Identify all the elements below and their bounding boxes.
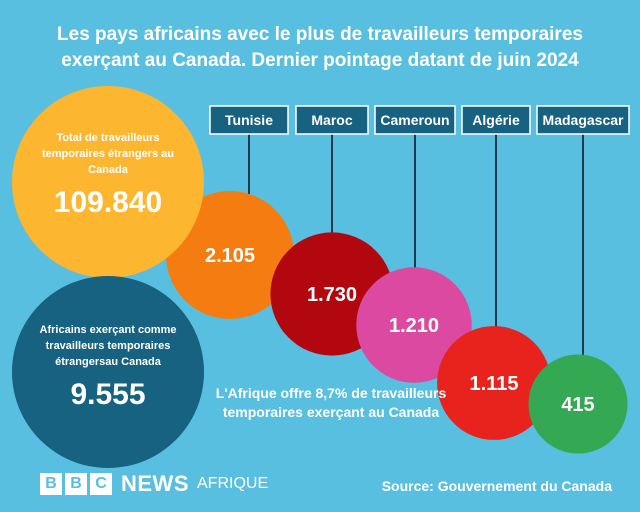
bbc-logo-letter: B: [40, 473, 62, 495]
bbc-logo-letter: B: [65, 473, 87, 495]
bubble-value-label: 1.115: [470, 373, 519, 395]
bbc-news-afrique-logo: B B C NEWS AFRIQUE: [40, 471, 269, 496]
news-logo-text: NEWS: [121, 471, 189, 496]
bubble-value-label: 1.210: [389, 315, 439, 337]
total-workers-circle: Total de travailleurs temporaires étrang…: [12, 86, 204, 278]
country-label: Algérie: [472, 112, 520, 128]
country-label-box: [536, 105, 630, 135]
country-bubble: [528, 354, 628, 454]
africa-workers-label: Africains exerçant comme travailleurs te…: [39, 324, 177, 368]
source-credit: Source: Gouvernement du Canada: [381, 478, 612, 494]
bubble-value-label: 415: [561, 394, 594, 416]
chart-title: Les pays africains avec le plus de trava…: [20, 22, 620, 74]
country-label: Madagascar: [543, 112, 624, 128]
country-label: Cameroun: [380, 112, 449, 128]
total-workers-label: Total de travailleurs temporaires étrang…: [41, 132, 175, 176]
bbc-logo-letter: C: [90, 473, 112, 495]
country-bubble: [166, 191, 294, 319]
africa-share-note: L'Afrique offre 8,7% de travailleurs tem…: [215, 385, 447, 420]
country-label: Maroc: [311, 112, 352, 128]
country-label: Tunisie: [225, 112, 273, 128]
total-workers-value: 109.840: [53, 186, 163, 219]
afrique-logo-text: AFRIQUE: [197, 475, 269, 492]
country-label-box: [209, 105, 289, 135]
chart-title-line-1: Les pays africains avec le plus de trava…: [57, 24, 583, 45]
africa-workers-circle: Africains exerçant comme travailleurs te…: [12, 276, 204, 468]
country-bubble: [356, 267, 472, 383]
africa-workers-value: 9.555: [70, 378, 146, 411]
bubble-value-label: 1.730: [307, 284, 357, 306]
country-label-box: [295, 105, 369, 135]
chart-title-line-2: exerçant au Canada. Dernier pointage dat…: [61, 50, 579, 71]
country-bubble: [437, 326, 551, 440]
bubble-value-label: 2.105: [205, 245, 255, 267]
country-label-box: [374, 105, 456, 135]
country-label-box: [461, 105, 531, 135]
